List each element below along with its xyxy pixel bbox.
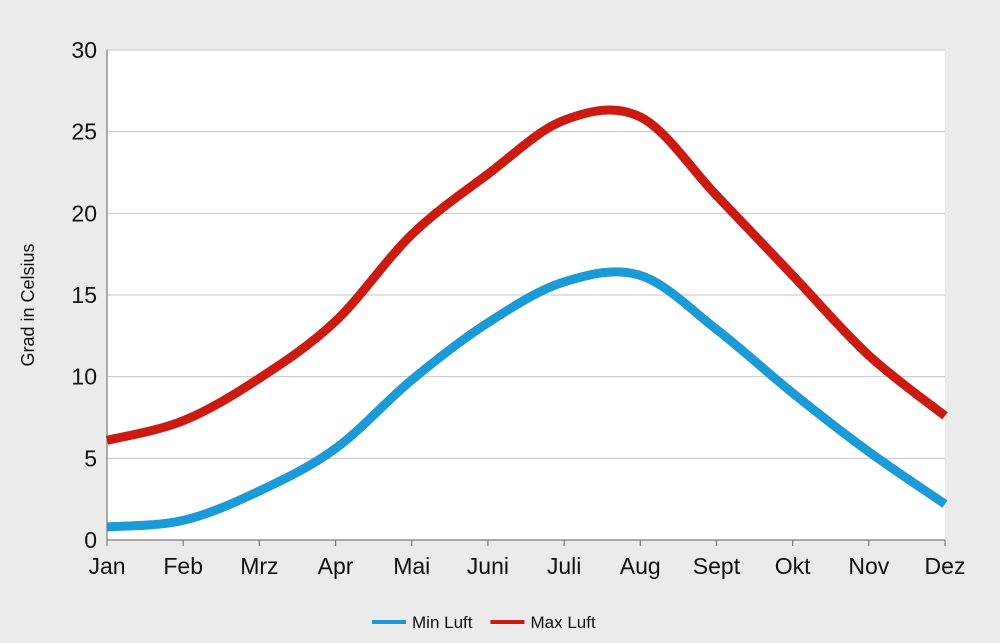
y-axis-title: Grad in Celsius (18, 243, 38, 366)
x-tick-label: Juli (547, 553, 582, 579)
legend-label: Max Luft (530, 613, 595, 632)
series-line-1 (105, 105, 948, 445)
legend-item: Min Luft (372, 613, 473, 632)
axes (106, 50, 946, 546)
x-tick-label: Mai (393, 553, 430, 579)
y-tick-label: 25 (71, 119, 97, 145)
y-tick-label: 10 (71, 364, 97, 390)
series-line-0 (106, 267, 948, 532)
x-tick-label: Juni (467, 553, 509, 579)
y-tick-label: 5 (84, 445, 97, 471)
x-tick-label: Mrz (240, 553, 278, 579)
x-tick-label: Feb (163, 553, 203, 579)
y-tick-labels: 0 5 10 15 20 25 30 (71, 37, 97, 553)
x-tick-label: Apr (318, 553, 354, 579)
x-tick-label: Sept (693, 553, 741, 579)
y-tick-label: 0 (84, 527, 97, 553)
x-tick-label: Dez (925, 553, 966, 579)
series-lines (105, 105, 948, 532)
y-tick-label: 15 (71, 282, 97, 308)
x-tick-label: Nov (848, 553, 889, 579)
legend-label: Min Luft (412, 613, 473, 632)
legend: Min Luft Max Luft (372, 613, 596, 632)
x-tick-label: Jan (88, 553, 125, 579)
x-tick-label: Okt (775, 553, 811, 579)
legend-item: Max Luft (490, 613, 596, 632)
y-tick-label: 30 (71, 37, 97, 63)
y-tick-label: 20 (71, 200, 97, 226)
x-tick-labels: Jan Feb Mrz Apr Mai Juni Juli Aug Sept Okt Nov Dez (88, 553, 965, 579)
x-tick-label: Aug (620, 553, 661, 579)
